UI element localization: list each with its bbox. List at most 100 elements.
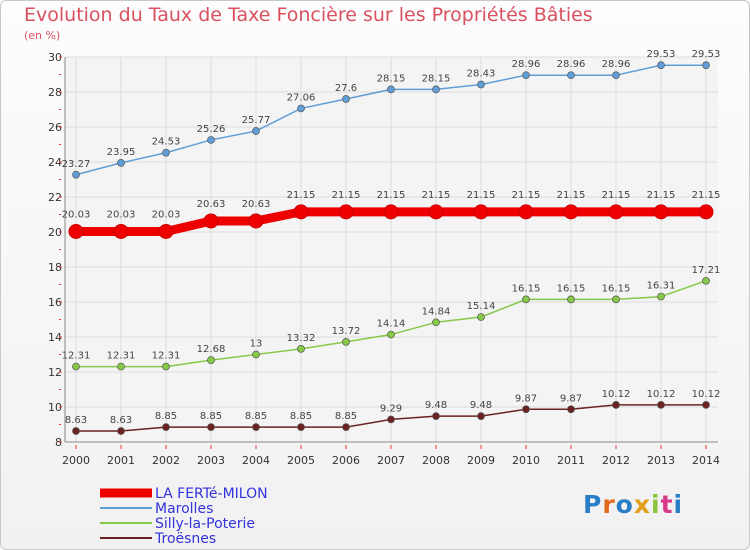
data-label: 21.15 [467, 190, 496, 201]
data-point [72, 170, 80, 179]
data-point [203, 213, 219, 229]
data-point [342, 338, 350, 346]
data-point [117, 427, 125, 435]
data-label: 8.85 [290, 411, 312, 422]
x-tick-label: 2001 [107, 454, 135, 467]
data-point [338, 204, 354, 220]
data-point [117, 362, 125, 371]
data-label: 13 [250, 339, 263, 350]
y-tick-label: 18 [48, 261, 62, 274]
x-tick-label: 2007 [377, 454, 405, 467]
x-tick-label: 2006 [332, 454, 360, 467]
data-label: 20.63 [197, 199, 226, 210]
axes: 8 10 12 14 16 18 20 22 24 26 28 30 2000 2001 2002 2003 2… [48, 51, 720, 467]
data-label: 8.85 [335, 411, 357, 422]
legend-label: Troësnes [154, 531, 216, 547]
data-point [653, 204, 669, 220]
logo-letter: r [602, 490, 616, 519]
data-label: 13.32 [287, 333, 316, 344]
data-label: 21.15 [332, 190, 361, 201]
data-label: 9.87 [560, 393, 582, 404]
data-label: 10.12 [692, 389, 721, 400]
legend-label: Silly-la-Poterie [155, 516, 255, 532]
grid [65, 56, 718, 443]
data-label: 9.48 [470, 400, 492, 411]
data-labels: 20.03 20.03 20.03 20.63 20.63 21.15 21.15 21.15… [62, 49, 721, 426]
y-tick-label: 24 [48, 156, 62, 169]
logo-letter: t [660, 490, 674, 519]
x-tick-label: 2008 [422, 454, 450, 467]
x-tick-label: 2013 [647, 454, 675, 467]
data-point [117, 159, 125, 167]
data-point [158, 223, 174, 239]
data-point [72, 427, 80, 435]
data-label: 24.53 [152, 137, 181, 148]
data-label: 20.03 [152, 209, 181, 220]
data-label: 21.15 [602, 190, 631, 201]
data-point [698, 204, 714, 220]
data-label: 20.03 [62, 209, 91, 220]
data-point [162, 148, 170, 157]
data-label: 8.63 [65, 415, 87, 426]
data-label: 15.14 [467, 301, 496, 312]
y-tick-label: 14 [48, 331, 62, 344]
y-tick-label: 16 [48, 296, 62, 309]
data-point [68, 223, 84, 239]
data-point [342, 423, 350, 431]
data-point [473, 204, 489, 220]
data-label: 29.53 [692, 49, 721, 60]
logo-letter: o [615, 490, 634, 519]
data-point [207, 423, 215, 431]
data-point [702, 61, 710, 70]
data-label: 16.15 [602, 283, 631, 294]
data-point [428, 204, 444, 220]
data-point [567, 295, 575, 304]
data-point [387, 415, 395, 424]
data-point [252, 423, 260, 431]
data-label: 28.15 [377, 73, 406, 84]
data-label: 21.15 [557, 190, 586, 201]
data-label: 14.14 [377, 319, 406, 330]
chart-unit-label: (en %) [24, 29, 61, 42]
y-tick-label: 20 [48, 226, 62, 239]
data-point [477, 80, 485, 89]
data-label: 9.48 [425, 400, 447, 411]
data-point [567, 405, 575, 414]
data-point [612, 295, 620, 304]
data-point [293, 204, 309, 220]
data-point [387, 85, 395, 94]
data-label: 28.96 [557, 59, 586, 70]
data-label: 25.77 [242, 115, 271, 126]
data-label: 10.12 [647, 389, 676, 400]
data-label: 23.27 [62, 159, 91, 170]
x-tick-label: 2002 [152, 454, 180, 467]
data-label: 20.03 [107, 209, 136, 220]
data-point [522, 405, 530, 414]
data-point [657, 292, 665, 301]
series-lines [68, 61, 714, 435]
y-tick-label: 12 [48, 366, 62, 379]
data-point [563, 204, 579, 220]
x-tick-label: 2014 [692, 454, 720, 467]
data-point [162, 423, 170, 431]
data-label: 9.87 [515, 393, 537, 404]
data-point [432, 318, 440, 327]
data-point [342, 95, 350, 103]
x-tick-label: 2010 [512, 454, 540, 467]
data-label: 21.15 [422, 190, 451, 201]
legend-label: Marolles [155, 501, 213, 517]
data-label: 12.68 [197, 344, 226, 355]
y-tick-label: 8 [55, 436, 62, 449]
data-label: 13.72 [332, 326, 361, 337]
y-tick-label: 28 [48, 86, 62, 99]
data-label: 28.96 [602, 59, 631, 70]
x-tick-label: 2003 [197, 454, 225, 467]
data-point [612, 71, 620, 80]
data-point [383, 204, 399, 220]
data-label: 28.43 [467, 68, 496, 79]
data-point [702, 276, 710, 285]
data-label: 16.15 [512, 283, 541, 294]
data-point [297, 104, 305, 113]
data-label: 9.29 [380, 403, 402, 414]
